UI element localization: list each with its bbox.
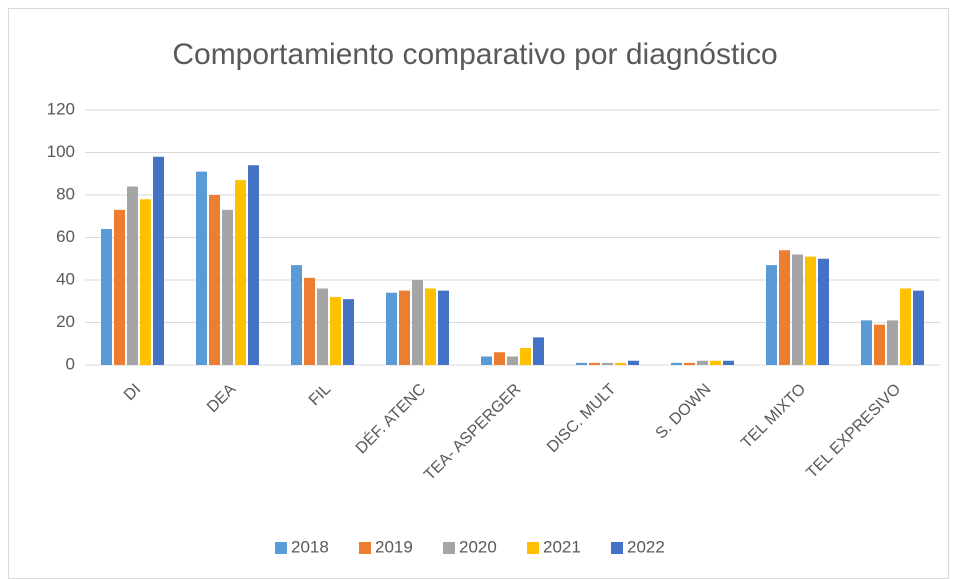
bar [615,362,626,365]
bar [330,297,341,365]
bar [291,265,302,365]
bar [697,360,708,365]
bar [494,352,505,365]
legend-swatch [611,542,623,554]
bar [153,156,164,365]
bar [425,288,436,365]
bar [507,356,518,365]
y-tick-label: 100 [47,142,75,161]
bar [684,362,695,365]
bar [235,180,246,365]
y-tick-label: 0 [66,354,75,373]
bar [222,209,233,365]
legend-swatch [443,542,455,554]
bar [412,280,423,365]
legend-label: 2021 [543,537,581,556]
bar [628,360,639,365]
y-tick-label: 60 [56,227,75,246]
bar [589,362,600,365]
bar [900,288,911,365]
y-tick-label: 20 [56,312,75,331]
bar [861,320,872,365]
bar [304,277,315,365]
bar [710,360,721,365]
bar [913,290,924,365]
bar [576,362,587,365]
bar [887,320,898,365]
bar [792,254,803,365]
chart-frame [8,8,949,579]
legend-label: 2019 [375,537,413,556]
legend-swatch [527,542,539,554]
bar [114,209,125,365]
bar [481,356,492,365]
bar [818,258,829,365]
bar [343,299,354,365]
y-tick-label: 40 [56,269,75,288]
legend-swatch [359,542,371,554]
bar [140,199,151,365]
bar [874,324,885,365]
bar [671,362,682,365]
bar [101,229,112,365]
bar [209,195,220,365]
bar [196,171,207,365]
bar [399,290,410,365]
legend-label: 2020 [459,537,497,556]
bar [723,360,734,365]
legend-label: 2022 [627,537,665,556]
bar [805,256,816,365]
y-tick-label: 120 [47,99,75,118]
y-tick-label: 80 [56,184,75,203]
bar [248,165,259,365]
chart-title: Comportamiento comparativo por diagnósti… [172,38,777,71]
bar [317,288,328,365]
bar [127,186,138,365]
bar [438,290,449,365]
bar [533,337,544,365]
bar [779,250,790,365]
legend-label: 2018 [291,537,329,556]
bar [766,265,777,365]
bar [386,292,397,365]
bar [520,348,531,365]
legend-swatch [275,542,287,554]
bar [602,362,613,365]
